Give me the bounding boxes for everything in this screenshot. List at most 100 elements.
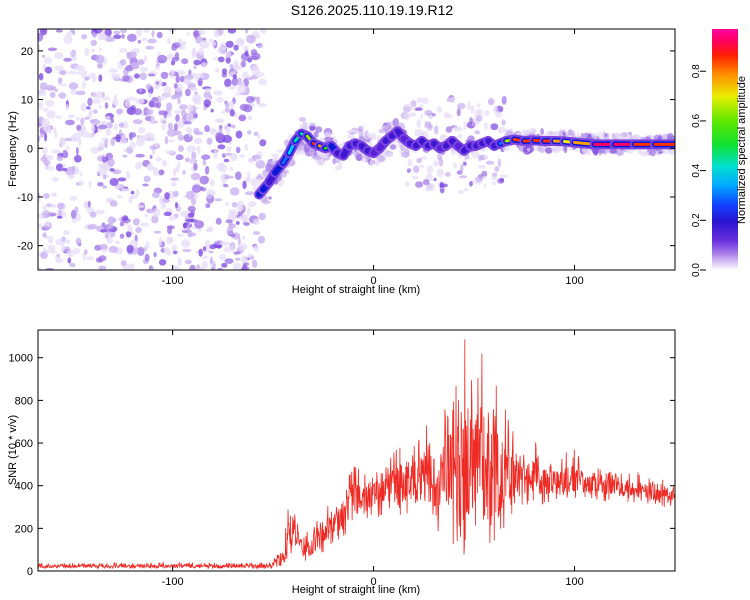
energy-mark	[414, 107, 423, 111]
snr-y-tick-label: 1000	[9, 353, 33, 365]
energy-mark	[498, 126, 507, 133]
noise-mark	[38, 197, 41, 204]
noise-mark	[99, 243, 108, 250]
noise-mark	[217, 267, 223, 270]
noise-mark	[160, 71, 169, 80]
noise-mark	[86, 132, 96, 139]
noise-mark	[42, 108, 49, 112]
colorbar-tick-label: 0.8	[691, 64, 702, 78]
noise-mark	[245, 76, 254, 81]
energy-mark	[309, 147, 315, 156]
noise-mark	[131, 263, 135, 268]
noise-mark	[164, 192, 170, 200]
noise-mark	[138, 61, 145, 65]
noise-mark	[67, 174, 76, 179]
noise-mark	[135, 188, 140, 197]
noise-mark	[225, 50, 232, 58]
noise-mark	[70, 89, 77, 95]
noise-mark	[159, 95, 167, 100]
noise-mark	[235, 257, 241, 261]
noise-mark	[120, 29, 127, 34]
energy-mark	[357, 125, 364, 133]
snr-y-tick-label: 400	[15, 481, 33, 493]
noise-mark	[38, 44, 41, 52]
energy-mark	[485, 160, 495, 165]
noise-mark	[167, 128, 176, 137]
noise-mark	[113, 123, 118, 131]
noise-mark	[139, 72, 147, 81]
noise-mark	[116, 108, 124, 115]
energy-mark	[424, 123, 433, 129]
spectrogram-x-tick-label: 100	[565, 275, 583, 287]
energy-mark	[470, 105, 475, 114]
noise-mark	[236, 80, 243, 86]
noise-mark	[73, 155, 82, 163]
noise-mark	[126, 170, 131, 180]
noise-mark	[194, 91, 199, 95]
noise-mark	[119, 233, 125, 239]
noise-mark	[152, 208, 161, 217]
noise-mark	[183, 121, 192, 125]
noise-mark	[38, 102, 44, 110]
energy-mark	[411, 175, 419, 180]
noise-mark	[186, 145, 197, 153]
noise-mark	[151, 192, 160, 199]
noise-mark	[223, 184, 229, 188]
noise-mark	[216, 97, 224, 103]
noise-mark	[38, 72, 44, 81]
energy-mark	[540, 127, 544, 135]
energy-mark	[563, 146, 568, 154]
energy-mark	[323, 132, 332, 137]
noise-mark	[226, 152, 232, 156]
energy-mark	[488, 98, 495, 106]
noise-mark	[155, 81, 159, 85]
noise-mark	[240, 60, 246, 68]
energy-mark	[413, 165, 420, 174]
noise-mark	[47, 235, 54, 244]
energy-mark	[559, 146, 563, 151]
noise-mark	[217, 144, 226, 150]
energy-mark	[499, 174, 509, 178]
noise-mark	[49, 91, 56, 98]
noise-mark	[189, 87, 199, 92]
energy-mark	[404, 181, 410, 187]
noise-mark	[241, 81, 246, 88]
energy-mark	[410, 104, 415, 110]
noise-mark	[221, 68, 228, 75]
noise-mark	[197, 227, 202, 232]
noise-mark	[180, 42, 186, 46]
energy-mark	[467, 101, 472, 110]
noise-mark	[149, 145, 157, 150]
noise-mark	[107, 216, 116, 225]
noise-mark	[177, 145, 184, 152]
noise-mark	[134, 73, 140, 79]
noise-mark	[132, 119, 143, 125]
noise-mark	[72, 30, 76, 35]
noise-mark	[176, 120, 186, 128]
colorbar-tick-label: 0.0	[691, 263, 702, 277]
noise-mark	[223, 246, 231, 253]
noise-mark	[105, 36, 115, 43]
noise-mark	[163, 86, 172, 95]
noise-mark	[151, 96, 158, 103]
noise-mark	[98, 74, 103, 82]
noise-mark	[101, 96, 111, 101]
energy-mark	[458, 175, 468, 179]
energy-mark	[568, 129, 573, 136]
noise-mark	[87, 97, 93, 107]
noise-mark	[191, 184, 202, 193]
noise-mark	[249, 56, 259, 60]
noise-mark	[126, 33, 137, 42]
noise-mark	[135, 138, 145, 147]
noise-mark	[174, 166, 180, 173]
noise-mark	[50, 203, 57, 209]
noise-mark	[237, 77, 243, 82]
noise-mark	[214, 198, 223, 202]
noise-mark	[68, 82, 79, 90]
noise-mark	[167, 122, 173, 130]
noise-mark	[221, 110, 226, 115]
noise-mark	[258, 78, 268, 86]
noise-mark	[245, 86, 250, 95]
noise-mark	[241, 235, 245, 240]
energy-mark	[469, 117, 473, 124]
